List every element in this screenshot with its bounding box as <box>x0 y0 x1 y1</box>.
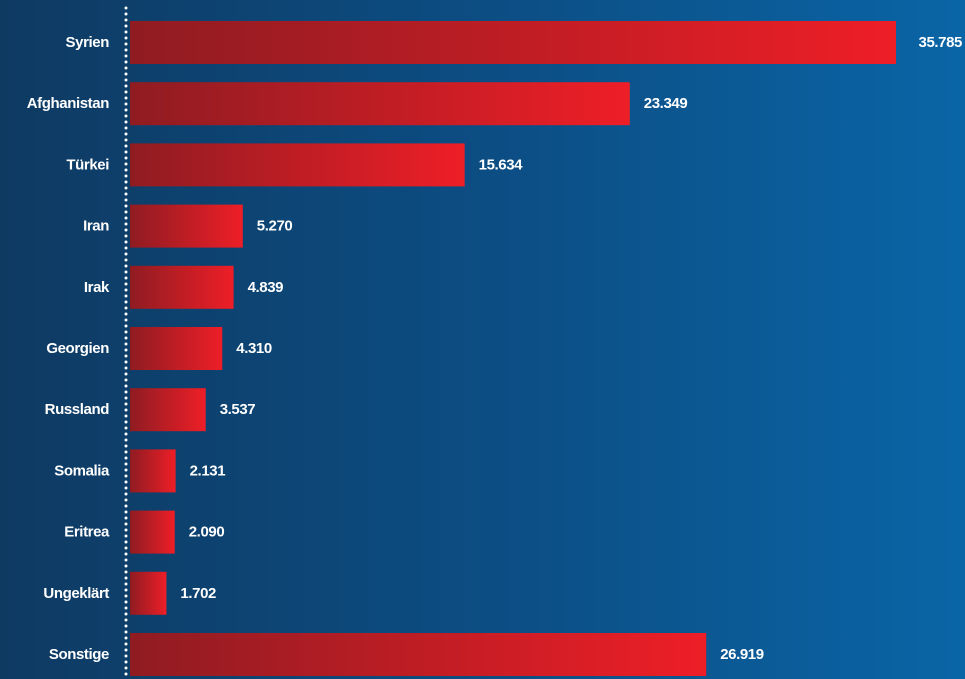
category-label: Syrien <box>66 34 110 51</box>
bar-1 <box>130 82 630 126</box>
bar-6 <box>130 388 206 432</box>
bar-2 <box>130 143 465 187</box>
bar-0 <box>130 21 896 64</box>
bar-9 <box>130 571 167 615</box>
bar-8 <box>130 510 175 554</box>
category-label: Sonstige <box>49 646 109 663</box>
value-labels-group: 35.785 23.349 15.634 5.270 4.839 4.310 3.537 2.… <box>180 34 962 663</box>
value-label: 35.785 <box>919 34 963 51</box>
category-label: Türkei <box>66 156 109 173</box>
category-label: Eritrea <box>64 524 110 541</box>
category-label: Afghanistan <box>27 95 110 112</box>
bars-group <box>130 21 896 676</box>
value-label: 2.090 <box>189 524 225 541</box>
bar-10 <box>130 633 707 676</box>
value-label: 2.131 <box>190 462 226 479</box>
category-label: Somalia <box>54 462 110 479</box>
bar-3 <box>130 204 243 248</box>
category-labels-group: Syrien Afghanistan Türkei Iran Irak Georgien R… <box>27 34 111 663</box>
value-label: 1.702 <box>180 585 216 602</box>
value-label: 15.634 <box>479 156 524 173</box>
value-label: 4.310 <box>236 340 272 357</box>
value-label: 5.270 <box>257 218 293 235</box>
bar-5 <box>130 327 223 370</box>
category-label: Irak <box>84 279 110 296</box>
category-label: Ungeklärt <box>43 585 109 602</box>
value-label: 4.839 <box>248 279 284 296</box>
bar-4 <box>130 265 234 309</box>
category-label: Russland <box>45 401 110 418</box>
bar-7 <box>130 449 176 493</box>
category-label: Georgien <box>46 340 109 357</box>
category-label: Iran <box>83 218 109 235</box>
value-label: 3.537 <box>220 401 256 418</box>
value-label: 26.919 <box>720 646 764 663</box>
value-label: 23.349 <box>644 95 688 112</box>
